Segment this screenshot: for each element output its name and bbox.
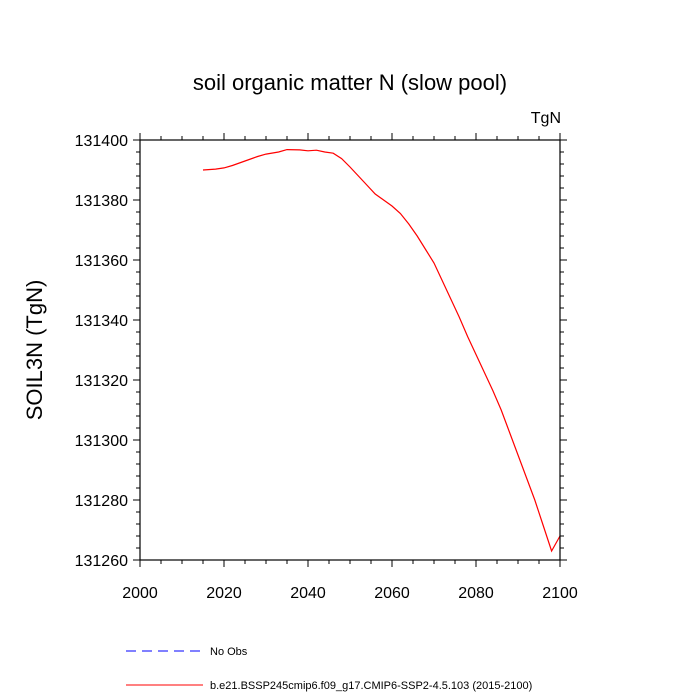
units-label: TgN [531,110,561,127]
axis-ticks [133,133,567,567]
y-tick-labels: 131260 131280 131300 131320 131340 131360 1313… [75,133,128,570]
x-tick-labels: 2000 2020 2040 2060 2080 2100 [122,585,578,602]
y-axis-label: SOIL3N (TgN) [22,280,47,421]
x-tick-label: 2100 [542,585,578,602]
chart-title: soil organic matter N (slow pool) [193,70,507,95]
x-tick-label: 2040 [290,585,326,602]
y-tick-label: 131260 [75,553,128,570]
series-line [202,148,561,553]
x-tick-label: 2080 [458,585,494,602]
y-tick-label: 131340 [75,313,128,330]
plot-frame [139,139,561,561]
y-tick-label: 131360 [75,253,128,270]
y-tick-label: 131280 [75,493,128,510]
x-tick-label: 2000 [122,585,158,602]
legend-label-obs: No Obs [210,646,248,658]
legend-label-model: b.e21.BSSP245cmip6.f09_g17.CMIP6-SSP2-4.… [210,680,532,692]
legend: No Obs b.e21.BSSP245cmip6.f09_g17.CMIP6-… [126,646,532,692]
x-tick-label: 2020 [206,585,242,602]
y-tick-label: 131300 [75,433,128,450]
y-tick-label: 131320 [75,373,128,390]
x-tick-label: 2060 [374,585,410,602]
y-tick-label: 131380 [75,193,128,210]
y-tick-label: 131400 [75,133,128,150]
